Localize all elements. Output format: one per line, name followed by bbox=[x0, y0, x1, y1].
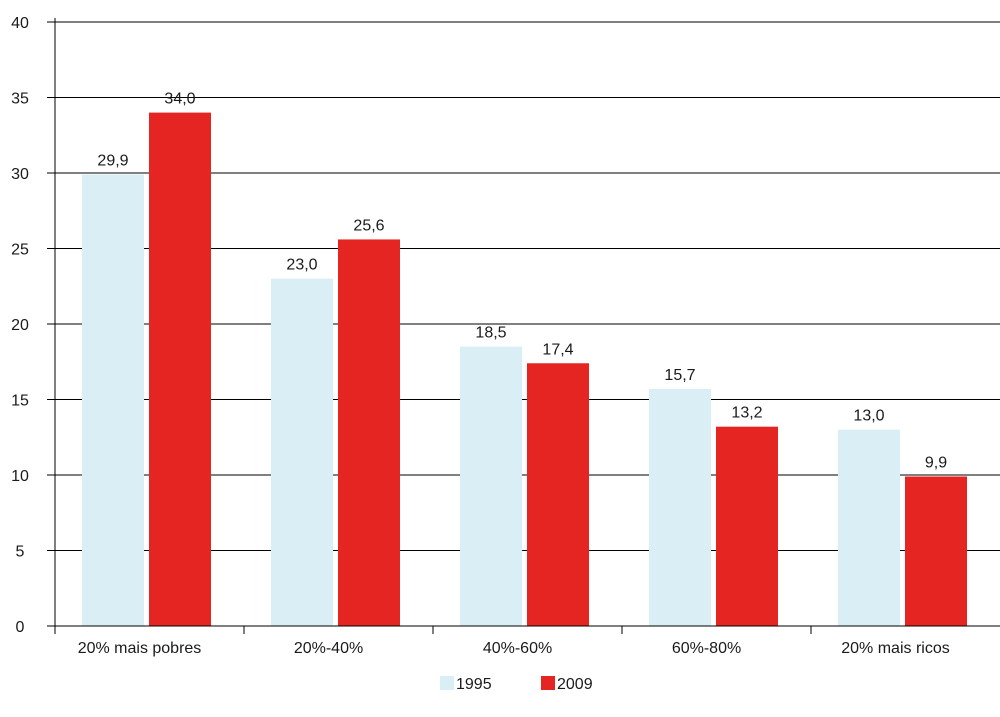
bar-1995 bbox=[460, 346, 522, 626]
x-tick-label: 20% mais ricos bbox=[841, 640, 949, 657]
x-tick-label: 60%-80% bbox=[672, 640, 741, 657]
legend-label: 2009 bbox=[557, 676, 593, 693]
bar-1995 bbox=[838, 429, 900, 626]
bar-2009 bbox=[338, 239, 400, 626]
y-tick-label: 20 bbox=[11, 317, 29, 334]
legend: 1995 2009 bbox=[440, 676, 593, 693]
y-tick-label: 10 bbox=[11, 468, 29, 485]
x-tick-label: 20%-40% bbox=[294, 640, 363, 657]
x-tick-label: 40%-60% bbox=[483, 640, 552, 657]
y-tick-label: 25 bbox=[11, 242, 29, 259]
data-labels: 29,9 34,0 23,0 25,6 18,5 17,4 15,7 13,2 13,0 9,9 bbox=[97, 91, 947, 472]
y-tick-label: 30 bbox=[11, 166, 29, 183]
legend-swatch-1995 bbox=[440, 676, 454, 690]
data-label: 25,6 bbox=[353, 217, 384, 234]
bar-2009 bbox=[149, 112, 211, 627]
data-label: 15,7 bbox=[664, 367, 695, 384]
data-label: 9,9 bbox=[925, 455, 947, 472]
data-label: 17,4 bbox=[542, 341, 573, 358]
data-label: 34,0 bbox=[164, 91, 195, 108]
data-label: 29,9 bbox=[97, 153, 128, 170]
data-label: 13,0 bbox=[853, 408, 884, 425]
y-tick-label: 5 bbox=[16, 544, 25, 561]
y-tick-label: 40 bbox=[11, 15, 29, 32]
data-label: 13,2 bbox=[731, 405, 762, 422]
axes: 0 5 10 15 20 25 30 35 40 20% mais pobres 20%-40% 40… bbox=[11, 15, 1000, 657]
bar-1995 bbox=[271, 278, 333, 626]
legend-label: 1995 bbox=[456, 676, 492, 693]
y-tick-label: 0 bbox=[16, 619, 25, 636]
data-label: 18,5 bbox=[475, 325, 506, 342]
bars bbox=[82, 112, 967, 627]
data-label: 23,0 bbox=[286, 257, 317, 274]
y-tick-label: 35 bbox=[11, 91, 29, 108]
bar-2009 bbox=[716, 426, 778, 626]
bar-1995 bbox=[649, 388, 711, 626]
bar-2009 bbox=[527, 363, 589, 626]
bar-1995 bbox=[82, 174, 144, 626]
y-tick-label: 15 bbox=[11, 393, 29, 410]
bar-2009 bbox=[905, 476, 967, 626]
legend-swatch-2009 bbox=[541, 676, 555, 690]
x-tick-label: 20% mais pobres bbox=[78, 640, 202, 657]
